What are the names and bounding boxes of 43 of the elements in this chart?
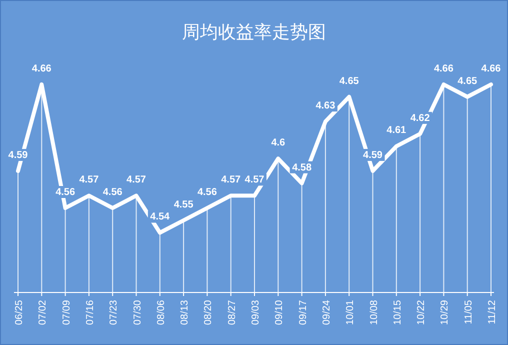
data-label: 4.59 bbox=[8, 150, 28, 161]
data-label: 4.55 bbox=[174, 199, 194, 210]
x-tick-label: 07/02 bbox=[38, 300, 49, 326]
data-label: 4.59 bbox=[363, 150, 383, 161]
data-label: 4.61 bbox=[386, 125, 407, 136]
data-label: 4.57 bbox=[244, 174, 265, 186]
x-tick-label: 06/25 bbox=[14, 300, 25, 326]
x-tick-label: 09/24 bbox=[321, 300, 332, 326]
data-label: 4.56 bbox=[56, 187, 76, 198]
data-label: 4.63 bbox=[316, 100, 336, 112]
data-label: 4.57 bbox=[126, 174, 146, 186]
data-label: 4.66 bbox=[434, 63, 454, 74]
x-tick-label: 09/10 bbox=[274, 300, 286, 326]
data-label: 4.65 bbox=[458, 76, 478, 87]
x-tick-label: 09/03 bbox=[250, 300, 262, 326]
x-tick-label: 09/17 bbox=[298, 300, 309, 326]
x-tick-label: 08/06 bbox=[156, 300, 167, 326]
data-label: 4.58 bbox=[292, 162, 312, 174]
x-tick-label: 07/23 bbox=[108, 300, 120, 326]
title: 周均收益率走势图 bbox=[182, 22, 326, 42]
data-label: 4.66 bbox=[32, 63, 52, 74]
data-label: 4.56 bbox=[102, 187, 123, 198]
x-tick-label: 08/27 bbox=[226, 300, 238, 326]
data-label: 4.54 bbox=[150, 212, 170, 223]
x-tick-label: 07/30 bbox=[132, 300, 144, 326]
data-label: 4.57 bbox=[221, 174, 242, 186]
x-tick-label: 10/22 bbox=[416, 300, 428, 326]
x-tick-label: 10/08 bbox=[368, 300, 380, 326]
x-tick-label: 10/15 bbox=[392, 300, 404, 326]
data-label: 4.56 bbox=[197, 187, 218, 198]
x-tick-label: 08/20 bbox=[203, 300, 214, 326]
data-label: 4.66 bbox=[481, 63, 502, 74]
data-label: 4.57 bbox=[79, 174, 100, 186]
x-tick-label: 10/29 bbox=[440, 300, 451, 326]
x-tick-label: 10/01 bbox=[345, 300, 356, 326]
data-label: 4.62 bbox=[410, 112, 430, 124]
x-tick-label: 07/09 bbox=[61, 300, 72, 326]
data-label: 4.6 bbox=[271, 138, 286, 149]
x-tick-label: 07/16 bbox=[84, 300, 96, 326]
x-tick-label: 08/13 bbox=[180, 300, 191, 326]
data-label: 4.65 bbox=[339, 76, 360, 87]
x-tick-label: 11/05 bbox=[463, 300, 474, 324]
x-tick-label: 11/12 bbox=[487, 300, 498, 324]
